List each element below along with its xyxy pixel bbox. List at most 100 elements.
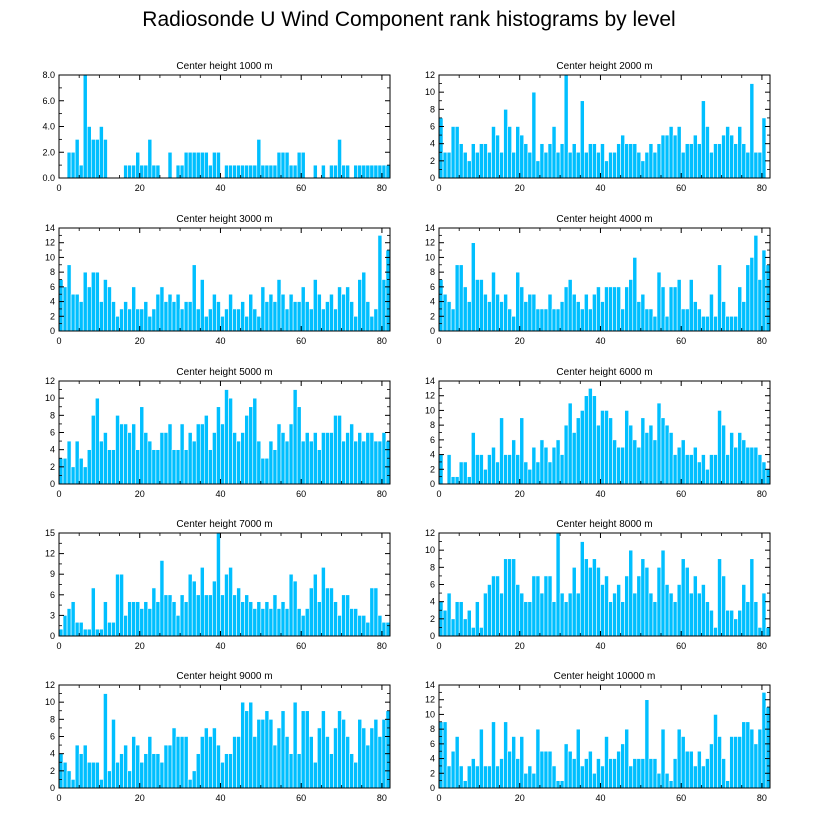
bar [353, 315, 359, 332]
bar [688, 143, 694, 179]
bar [119, 573, 124, 637]
bar [317, 449, 322, 485]
bar [737, 126, 743, 179]
bar [672, 758, 678, 789]
bar [90, 415, 96, 485]
bar [713, 315, 718, 332]
bar [264, 164, 270, 179]
bar [208, 736, 213, 789]
y-tick-label: 10 [425, 545, 435, 555]
bar [450, 618, 456, 637]
bar [466, 476, 472, 485]
bar [167, 423, 173, 485]
bar [171, 601, 177, 637]
bar [204, 594, 209, 637]
bar [240, 601, 245, 637]
bar [244, 710, 250, 789]
bar [317, 293, 322, 332]
bar [668, 780, 674, 789]
bar [175, 615, 181, 637]
bar [535, 461, 541, 485]
bar [155, 164, 161, 179]
bar [563, 743, 569, 789]
bar [660, 417, 666, 485]
bar [385, 249, 391, 332]
bar [119, 308, 124, 332]
bar [575, 728, 581, 789]
bar [337, 710, 342, 789]
bar [676, 279, 682, 332]
bar [272, 301, 278, 332]
bar [624, 143, 630, 179]
bar [438, 721, 444, 789]
bar [555, 780, 561, 789]
bar [519, 736, 525, 789]
bar [300, 615, 306, 637]
bar [575, 417, 581, 485]
bar [78, 621, 84, 637]
x-tick-label: 60 [296, 793, 306, 803]
x-tick-label: 20 [135, 641, 145, 651]
bar [640, 758, 646, 789]
bar [563, 601, 569, 637]
bar [567, 151, 573, 179]
y-tick-label: 2 [430, 156, 435, 166]
bar [632, 439, 638, 485]
bar [135, 601, 141, 637]
bar [288, 164, 294, 179]
bar [167, 594, 173, 637]
y-tick-label: 6 [50, 282, 55, 292]
bar [737, 432, 743, 485]
bar [450, 126, 456, 179]
bar [652, 315, 658, 332]
bar [127, 601, 132, 637]
bar [78, 164, 84, 179]
bar [95, 628, 100, 637]
bar [325, 432, 330, 485]
bar [559, 780, 565, 789]
bar [62, 761, 68, 789]
bar [483, 592, 488, 637]
bar [648, 592, 654, 637]
bar [70, 466, 76, 485]
y-tick-label: 6 [430, 282, 435, 292]
bar [604, 286, 609, 332]
y-tick-label: 0 [430, 326, 435, 336]
bar [325, 736, 330, 789]
x-tick-label: 0 [56, 183, 61, 193]
bar [636, 446, 642, 485]
bar [143, 601, 149, 637]
bar [547, 575, 553, 637]
bar [82, 466, 88, 485]
bar [252, 308, 258, 332]
bar [608, 601, 613, 637]
bar [507, 126, 512, 179]
bar [495, 293, 500, 332]
bar [264, 301, 270, 332]
bar [479, 279, 484, 332]
bar [175, 293, 181, 332]
bar [475, 454, 480, 485]
bar [499, 758, 504, 789]
bar [240, 301, 245, 332]
bar [579, 308, 585, 332]
y-tick-label: 12 [45, 680, 55, 690]
bar [171, 301, 177, 332]
bar [228, 397, 233, 485]
bar [503, 558, 508, 637]
x-tick-label: 0 [436, 793, 441, 803]
bar [312, 432, 318, 485]
bar [491, 126, 496, 179]
bar [103, 432, 108, 485]
bar [733, 315, 739, 332]
bar [244, 315, 250, 332]
histogram-panel-8: Center height 8000 m 0 20 40 60 80 0 2 4 6 8 10 12 [425, 519, 771, 651]
bar [579, 100, 585, 179]
bar [745, 721, 751, 789]
bar [519, 417, 525, 485]
x-tick-label: 40 [215, 641, 225, 651]
bar [208, 308, 213, 332]
bar [612, 439, 617, 485]
bar [575, 151, 581, 179]
bar [499, 592, 504, 637]
